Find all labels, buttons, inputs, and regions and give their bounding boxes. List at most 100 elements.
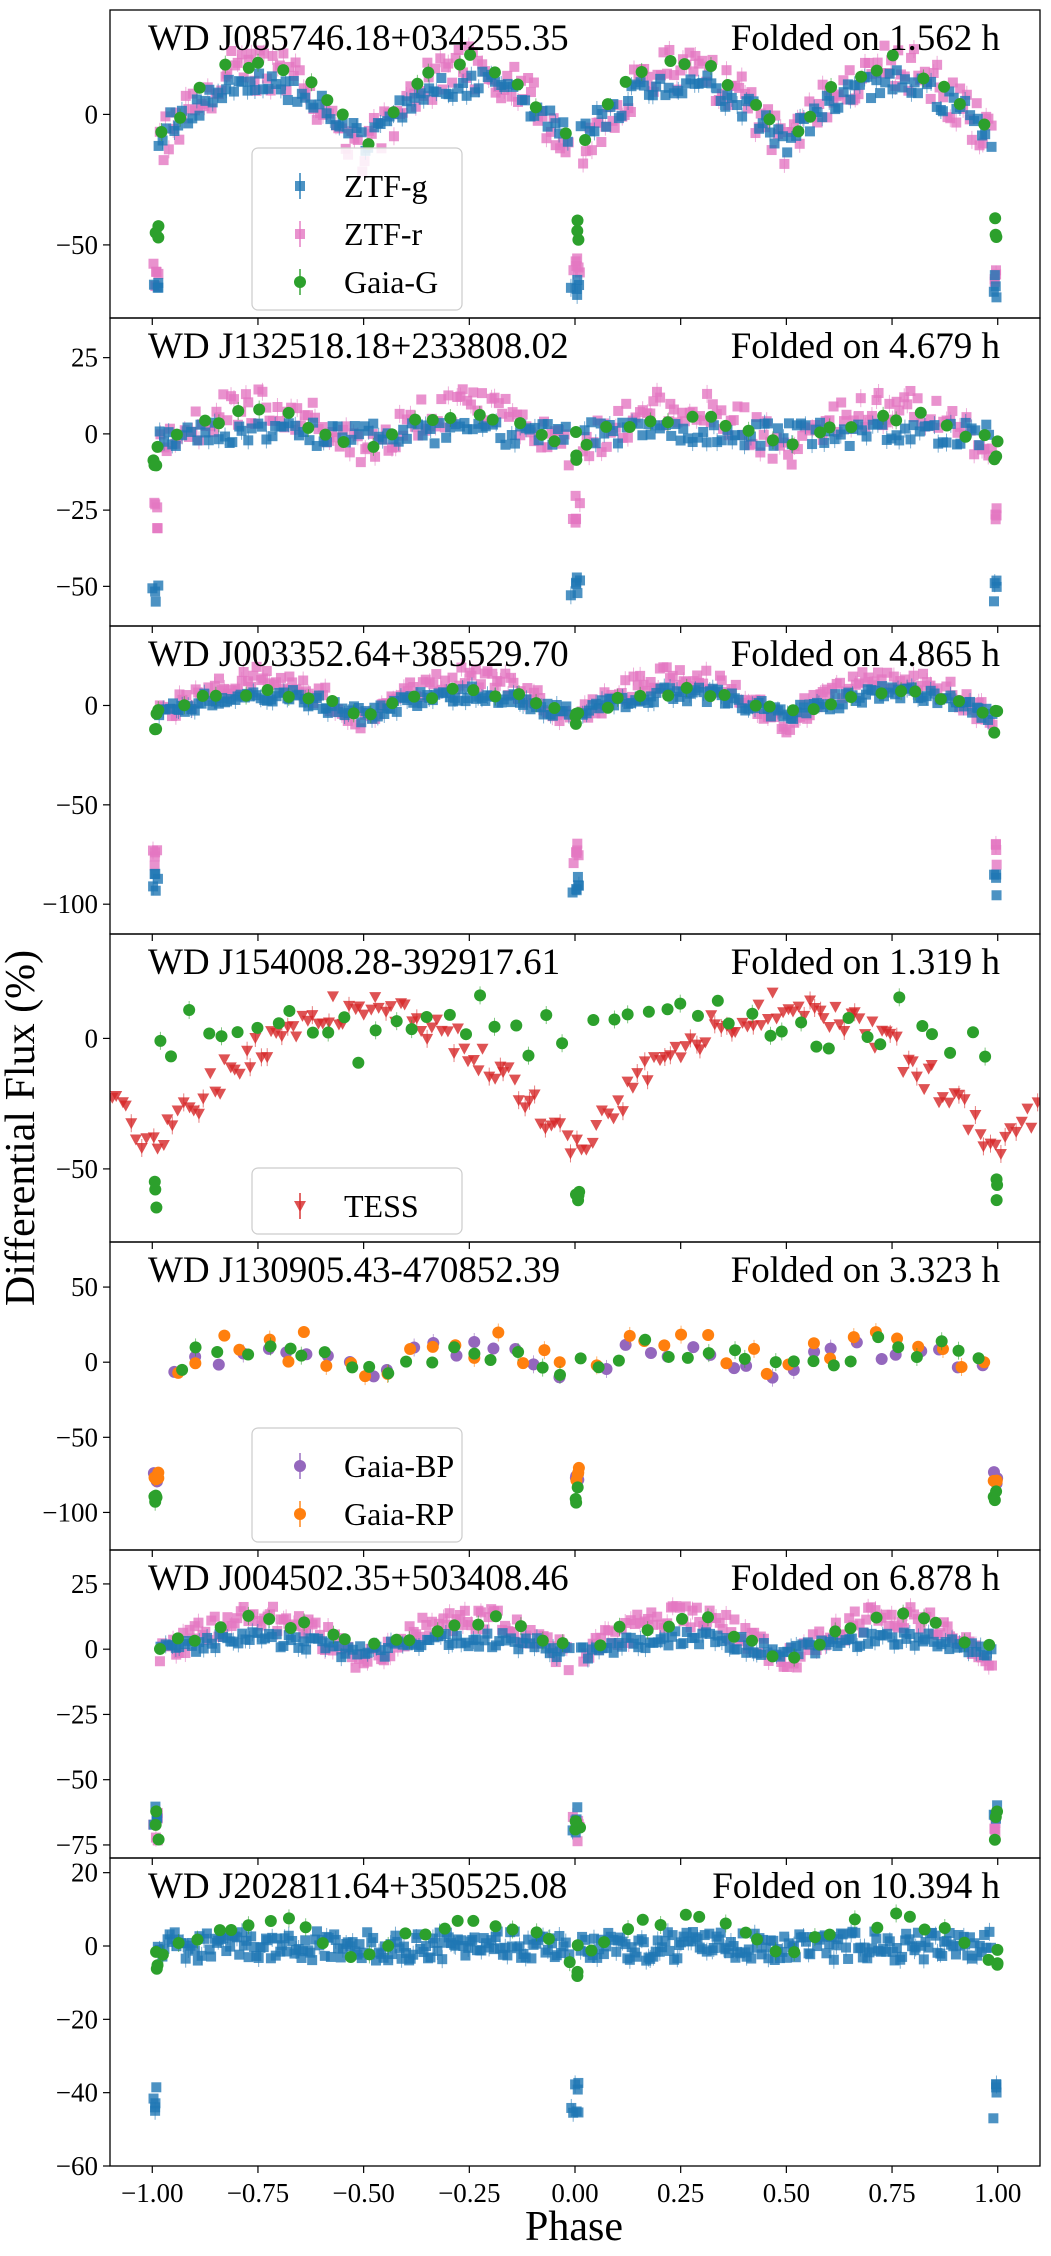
data-point: [363, 425, 374, 436]
data-point: [837, 699, 848, 710]
data-point: [226, 45, 237, 56]
data-point: [822, 1042, 835, 1055]
data-point: [967, 1953, 978, 1964]
data-point: [520, 1952, 531, 1963]
data-point: [814, 1005, 827, 1017]
data-point: [763, 113, 776, 126]
dip-point: [150, 2098, 161, 2109]
data-point: [711, 83, 722, 94]
data-point: [480, 421, 491, 432]
data-point: [702, 1611, 715, 1624]
data-point: [660, 1936, 671, 1947]
series-gaia-g: [148, 1331, 1003, 1511]
data-point: [775, 704, 786, 715]
data-point: [891, 430, 902, 441]
data-point: [347, 707, 360, 720]
legend: TESS: [251, 1167, 463, 1235]
data-point: [919, 1634, 930, 1645]
data-point: [886, 433, 897, 444]
data-point: [747, 1020, 760, 1032]
data-point: [861, 1614, 872, 1625]
data-point: [916, 1020, 929, 1033]
data-point: [496, 93, 507, 104]
data-point: [211, 406, 222, 417]
data-point: [466, 70, 477, 81]
data-point: [356, 717, 367, 728]
data-point: [416, 394, 427, 405]
data-point: [229, 1618, 240, 1629]
data-point: [918, 668, 929, 679]
data-point: [607, 115, 618, 126]
data-point: [429, 1937, 440, 1948]
data-point: [168, 698, 179, 709]
data-point: [282, 1355, 295, 1368]
data-point: [723, 430, 734, 441]
data-point: [453, 58, 466, 71]
data-point: [871, 1933, 882, 1944]
data-point: [621, 398, 632, 409]
data-point: [386, 697, 399, 710]
y-tick-label: 0: [85, 690, 99, 720]
data-point: [178, 699, 191, 712]
data-point: [612, 1354, 625, 1367]
data-point: [207, 97, 218, 108]
data-point: [140, 1133, 153, 1145]
data-point: [967, 707, 978, 718]
data-point: [687, 1927, 698, 1938]
data-point: [227, 437, 238, 448]
data-point: [322, 707, 333, 718]
data-point: [652, 1611, 663, 1622]
data-point: [500, 1942, 511, 1953]
data-point: [666, 430, 677, 441]
data-point: [828, 1954, 839, 1965]
data-point: [542, 1932, 555, 1945]
data-point: [601, 98, 614, 111]
data-point: [523, 73, 534, 84]
dip-point: [149, 860, 160, 871]
data-point: [453, 45, 464, 56]
data-point: [719, 419, 732, 432]
data-point: [623, 420, 636, 433]
data-point: [431, 1625, 444, 1638]
data-point: [854, 1618, 865, 1629]
dip-point: [569, 717, 582, 730]
data-point: [976, 697, 987, 708]
data-point: [333, 1641, 344, 1652]
y-tick-label: −50: [56, 790, 98, 820]
data-point: [584, 705, 595, 716]
data-point: [300, 1935, 311, 1946]
data-point: [986, 443, 997, 454]
data-point: [321, 437, 332, 448]
data-points: [148, 37, 1003, 304]
data-point: [797, 1639, 808, 1650]
dip-point: [570, 490, 581, 501]
data-point: [415, 1025, 428, 1037]
data-point: [200, 1626, 211, 1637]
data-point: [187, 1105, 200, 1117]
data-point: [468, 1347, 481, 1360]
data-point: [284, 1342, 297, 1355]
data-point: [954, 421, 965, 432]
data-point: [428, 679, 439, 690]
data-point: [243, 435, 254, 446]
data-point: [401, 1948, 412, 1959]
data-point: [525, 704, 536, 715]
data-point: [463, 41, 474, 52]
y-tick-label: −20: [56, 2004, 98, 2034]
data-point: [231, 1932, 242, 1943]
data-point: [947, 1634, 958, 1645]
data-point: [237, 1628, 248, 1639]
data-point: [737, 111, 748, 122]
data-point: [648, 1619, 659, 1630]
data-point: [369, 1024, 382, 1037]
data-point: [644, 415, 657, 428]
data-point: [675, 435, 686, 446]
data-point: [158, 155, 169, 166]
data-point: [643, 697, 654, 708]
data-point: [242, 1919, 255, 1932]
dip-point: [150, 722, 163, 735]
dip-point: [572, 274, 583, 285]
data-point: [411, 77, 424, 90]
data-point: [554, 128, 565, 139]
